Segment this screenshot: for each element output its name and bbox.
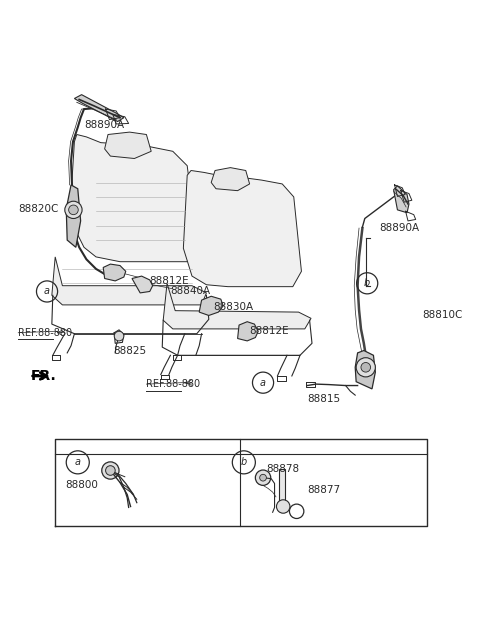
Circle shape bbox=[276, 500, 290, 513]
Text: 88878: 88878 bbox=[266, 464, 300, 474]
Text: 88800: 88800 bbox=[65, 480, 97, 490]
Text: 88877: 88877 bbox=[307, 485, 340, 494]
Polygon shape bbox=[355, 350, 375, 389]
Text: 88812E: 88812E bbox=[250, 326, 289, 337]
Polygon shape bbox=[103, 264, 126, 281]
Polygon shape bbox=[74, 94, 124, 121]
Text: 88890A: 88890A bbox=[379, 223, 420, 233]
Text: 88825: 88825 bbox=[113, 345, 146, 355]
Circle shape bbox=[356, 358, 375, 377]
Circle shape bbox=[65, 201, 82, 218]
Polygon shape bbox=[132, 276, 153, 293]
Text: 88815: 88815 bbox=[307, 394, 340, 403]
Text: 88820C: 88820C bbox=[18, 204, 59, 214]
Polygon shape bbox=[163, 283, 311, 329]
Circle shape bbox=[255, 470, 271, 486]
Text: a: a bbox=[75, 457, 81, 467]
Circle shape bbox=[260, 474, 266, 481]
Circle shape bbox=[361, 362, 371, 372]
Polygon shape bbox=[279, 469, 287, 510]
Text: FR.: FR. bbox=[31, 369, 57, 383]
Polygon shape bbox=[52, 257, 206, 305]
Circle shape bbox=[102, 462, 119, 479]
Polygon shape bbox=[211, 167, 250, 191]
Text: 88812E: 88812E bbox=[149, 276, 189, 286]
Circle shape bbox=[114, 331, 124, 341]
Text: REF.88-880: REF.88-880 bbox=[146, 379, 201, 389]
Text: 88830A: 88830A bbox=[214, 303, 254, 313]
Polygon shape bbox=[238, 321, 258, 341]
Polygon shape bbox=[66, 185, 81, 247]
Text: 88840A: 88840A bbox=[170, 286, 211, 296]
Text: REF.88-880: REF.88-880 bbox=[18, 328, 72, 338]
Text: a: a bbox=[260, 377, 266, 387]
Polygon shape bbox=[199, 296, 223, 316]
Polygon shape bbox=[394, 186, 409, 213]
Circle shape bbox=[289, 504, 304, 518]
Circle shape bbox=[106, 465, 115, 476]
Polygon shape bbox=[183, 170, 301, 287]
Text: 88890A: 88890A bbox=[84, 120, 124, 130]
Text: b: b bbox=[240, 457, 247, 467]
Circle shape bbox=[69, 205, 78, 214]
Polygon shape bbox=[105, 132, 151, 159]
Text: a: a bbox=[44, 286, 50, 296]
Polygon shape bbox=[70, 135, 197, 262]
Text: 88810C: 88810C bbox=[422, 309, 463, 320]
Text: b: b bbox=[364, 278, 371, 288]
